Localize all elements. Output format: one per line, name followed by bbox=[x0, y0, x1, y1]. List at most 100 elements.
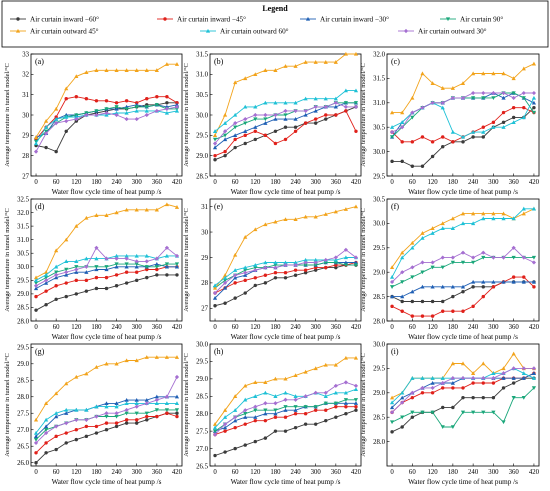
data-point bbox=[400, 250, 405, 255]
data-point bbox=[243, 104, 248, 109]
data-point bbox=[134, 253, 139, 258]
data-point bbox=[491, 285, 496, 289]
data-point bbox=[44, 145, 48, 150]
data-point bbox=[283, 390, 288, 395]
data-point bbox=[450, 284, 455, 289]
data-point bbox=[154, 261, 159, 266]
data-point bbox=[114, 424, 119, 429]
x-tick-label: 0 bbox=[390, 324, 394, 331]
data-point bbox=[481, 135, 485, 139]
data-point bbox=[44, 424, 49, 429]
panel-f: (f) 0 60 120 180 240 300 360 420 28.0 28.5 29.0 29.5… bbox=[360, 196, 540, 341]
x-tick-label: 180 bbox=[270, 324, 281, 331]
data-point bbox=[481, 211, 486, 216]
data-point bbox=[164, 253, 169, 258]
data-point bbox=[84, 97, 89, 101]
data-point bbox=[531, 255, 537, 260]
data-point bbox=[353, 263, 359, 268]
data-point bbox=[124, 418, 129, 422]
data-point bbox=[420, 105, 425, 110]
x-tick-label: 0 bbox=[390, 179, 394, 186]
x-tick-label: 0 bbox=[213, 324, 217, 331]
y-axis-label: Average temperature in tunnel model/°C bbox=[360, 208, 367, 312]
data-point bbox=[64, 259, 69, 264]
data-point bbox=[144, 259, 149, 264]
data-point bbox=[450, 255, 455, 260]
data-point bbox=[273, 263, 278, 268]
data-point bbox=[481, 381, 485, 385]
data-point bbox=[430, 299, 435, 304]
data-point bbox=[84, 215, 89, 220]
series bbox=[212, 355, 359, 426]
data-point bbox=[144, 112, 149, 118]
data-point bbox=[450, 226, 455, 230]
data-point bbox=[511, 351, 516, 356]
data-point bbox=[94, 275, 99, 280]
data-point bbox=[164, 106, 169, 111]
data-point bbox=[84, 278, 89, 283]
data-point bbox=[522, 105, 526, 110]
y-tick-label: 31.0 bbox=[373, 100, 385, 107]
data-point bbox=[400, 255, 405, 260]
x-tick-label: 180 bbox=[91, 324, 102, 331]
data-point bbox=[104, 414, 109, 419]
data-point bbox=[324, 117, 328, 121]
data-point bbox=[33, 135, 39, 140]
data-point bbox=[410, 140, 415, 144]
data-point bbox=[440, 284, 445, 289]
data-point bbox=[450, 376, 455, 381]
data-point bbox=[164, 355, 169, 359]
data-point bbox=[263, 281, 268, 285]
data-point bbox=[263, 121, 268, 125]
data-point bbox=[84, 264, 89, 269]
plot-frame bbox=[386, 343, 540, 467]
data-point bbox=[33, 275, 39, 280]
data-point bbox=[144, 207, 149, 212]
y-axis-label: Average temperature in tunnel model/°C bbox=[4, 353, 11, 457]
data-point bbox=[144, 397, 149, 402]
data-point bbox=[400, 400, 405, 405]
y-axis-label: Average temperature in tunnel model/°C bbox=[183, 63, 190, 167]
data-point bbox=[273, 411, 278, 416]
series bbox=[213, 408, 358, 458]
data-point bbox=[223, 275, 228, 280]
y-tick-label: 28.0 bbox=[17, 394, 29, 401]
data-point bbox=[253, 268, 258, 273]
data-point bbox=[303, 268, 308, 272]
data-point bbox=[471, 96, 476, 101]
data-point bbox=[233, 268, 238, 272]
data-point bbox=[74, 74, 79, 79]
series bbox=[34, 273, 179, 312]
data-point bbox=[430, 284, 435, 289]
data-point bbox=[64, 431, 68, 435]
data-point bbox=[104, 401, 109, 406]
y-tick-label: 31.5 bbox=[373, 76, 385, 83]
x-tick-label: 120 bbox=[71, 324, 82, 331]
data-point bbox=[212, 432, 218, 437]
data-point bbox=[521, 396, 526, 400]
data-point bbox=[263, 418, 268, 423]
y-axis-label: Average temperature in tunnel model/°C bbox=[183, 208, 190, 312]
x-tick-label: 60 bbox=[232, 179, 239, 186]
x-axis-label: Water flow cycle time of heat pump /s bbox=[408, 188, 518, 196]
data-point bbox=[314, 268, 318, 272]
data-point bbox=[283, 408, 288, 412]
data-point bbox=[389, 405, 395, 410]
x-tick-label: 300 bbox=[311, 469, 322, 476]
data-point bbox=[471, 381, 475, 385]
data-point bbox=[155, 273, 159, 277]
data-point bbox=[460, 250, 466, 255]
y-axis-label: Average temperature in tunnel model/°C bbox=[183, 353, 190, 457]
data-point bbox=[124, 99, 129, 103]
data-point bbox=[521, 371, 526, 375]
data-point bbox=[303, 260, 308, 265]
data-point bbox=[283, 64, 288, 68]
x-tick-label: 240 bbox=[468, 179, 479, 186]
y-tick-label: 28.0 bbox=[373, 439, 385, 446]
data-point bbox=[174, 401, 180, 406]
data-point bbox=[243, 129, 248, 133]
data-point bbox=[314, 408, 318, 412]
data-point bbox=[521, 96, 526, 101]
data-point bbox=[124, 110, 129, 115]
data-point bbox=[324, 408, 328, 412]
